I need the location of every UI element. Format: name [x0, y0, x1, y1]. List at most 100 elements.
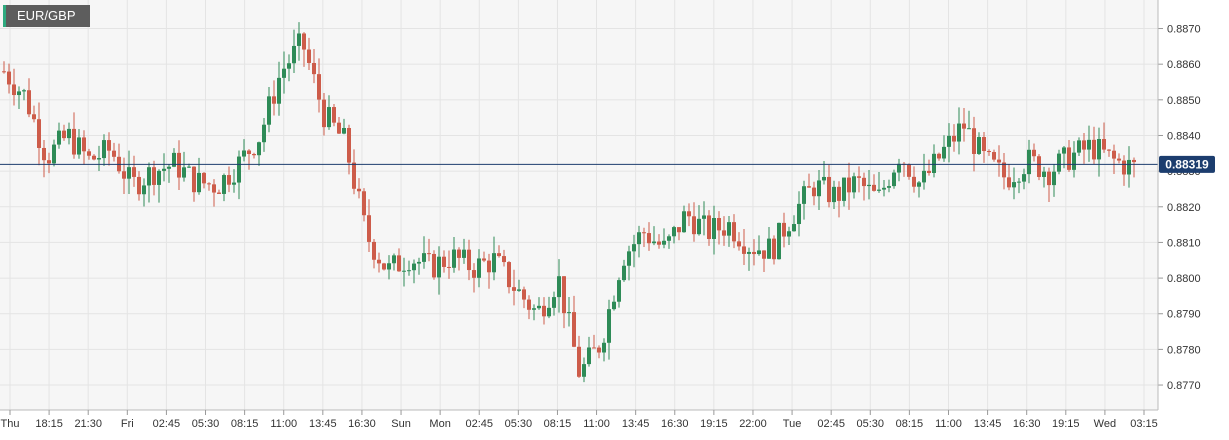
candle-body	[512, 287, 516, 291]
candle-body	[772, 238, 776, 260]
candle-body	[692, 216, 696, 235]
candles	[2, 22, 1136, 383]
candle-body	[57, 130, 61, 145]
y-tick-label: 0.8870	[1167, 24, 1201, 36]
x-tick-label: 02:45	[817, 418, 845, 430]
candle-body	[812, 187, 816, 197]
candle-body	[452, 249, 456, 268]
candle-body	[662, 240, 666, 245]
candle-body	[942, 146, 946, 159]
candle-body	[272, 96, 276, 104]
candle-body	[497, 253, 501, 257]
candle-body	[217, 192, 221, 194]
candle-body	[242, 150, 246, 157]
candle-body	[257, 142, 261, 156]
candle-body	[657, 241, 661, 245]
candle-body	[347, 127, 351, 163]
candle-body	[962, 123, 966, 129]
x-tick-label: 19:15	[700, 418, 728, 430]
symbol-label: EUR/GBP	[17, 8, 76, 23]
x-tick-label: 22:00	[739, 418, 767, 430]
candle-body	[527, 299, 531, 310]
candle-body	[262, 124, 266, 143]
candle-body	[917, 182, 921, 187]
x-tick-label: Thu	[1, 418, 20, 430]
candle-body	[552, 297, 556, 308]
candle-body	[2, 71, 6, 73]
candle-body	[387, 263, 391, 270]
y-tick-label: 0.8850	[1167, 95, 1201, 107]
candle-body	[847, 177, 851, 193]
candle-body	[817, 180, 821, 197]
x-tick-label: 16:30	[1013, 418, 1041, 430]
x-tick-label: 11:00	[270, 418, 297, 430]
candle-body	[822, 176, 826, 181]
candle-body	[717, 218, 721, 231]
candle-body	[582, 364, 586, 377]
y-tick-label: 0.8820	[1167, 202, 1201, 214]
candle-body	[952, 135, 956, 142]
last-price-badge: 0.88319	[1159, 155, 1215, 173]
candle-body	[377, 259, 381, 264]
x-tick-label: 02:45	[465, 418, 493, 430]
candle-body	[32, 114, 36, 120]
candle-body	[807, 186, 811, 188]
candle-body	[52, 144, 56, 164]
x-tick-label: Wed	[1094, 418, 1116, 430]
candle-body	[752, 251, 756, 255]
candle-body	[207, 183, 211, 185]
candle-body	[852, 176, 856, 193]
candle-body	[562, 276, 566, 314]
candle-body	[592, 347, 596, 349]
candle-body	[877, 189, 881, 191]
candle-body	[1042, 171, 1046, 177]
candle-body	[677, 227, 681, 233]
candle-body	[152, 167, 156, 185]
candle-body	[1082, 140, 1086, 150]
candle-body	[447, 266, 451, 268]
candle-body	[867, 184, 871, 187]
candle-body	[647, 233, 651, 244]
x-tick-label: 13:45	[974, 418, 1002, 430]
x-tick-label: 08:15	[231, 418, 259, 430]
candle-body	[1062, 147, 1066, 154]
candle-body	[912, 176, 916, 187]
candle-body	[732, 222, 736, 242]
candle-body	[107, 140, 111, 151]
candle-body	[42, 147, 46, 161]
candle-body	[97, 158, 101, 160]
candle-body	[1127, 159, 1131, 175]
candle-body	[87, 151, 91, 156]
candle-body	[837, 186, 841, 201]
candle-body	[1027, 149, 1031, 175]
candle-body	[532, 308, 536, 310]
candle-body	[672, 227, 676, 237]
candle-body	[1037, 156, 1041, 177]
candle-body	[337, 122, 341, 134]
candle-body	[282, 68, 286, 78]
x-tick-label: 05:30	[857, 418, 885, 430]
candle-body	[47, 160, 51, 164]
candle-body	[327, 107, 331, 128]
symbol-badge[interactable]: EUR/GBP	[3, 5, 90, 27]
candle-body	[757, 250, 761, 255]
candle-body	[142, 185, 146, 195]
candle-body	[712, 218, 716, 240]
candle-body	[1107, 149, 1111, 151]
candle-body	[352, 162, 356, 189]
candle-body	[602, 342, 606, 353]
candle-body	[1092, 139, 1096, 160]
candle-body	[1002, 162, 1006, 178]
candle-body	[522, 289, 526, 300]
last-price-label: 0.88319	[1165, 157, 1209, 171]
candle-body	[17, 91, 21, 96]
candle-body	[1052, 171, 1056, 186]
candle-body	[62, 130, 66, 139]
candle-body	[1102, 139, 1106, 150]
candle-body	[682, 211, 686, 233]
candle-body	[422, 253, 426, 262]
x-tick-label: Tue	[783, 418, 802, 430]
candle-body	[782, 222, 786, 237]
